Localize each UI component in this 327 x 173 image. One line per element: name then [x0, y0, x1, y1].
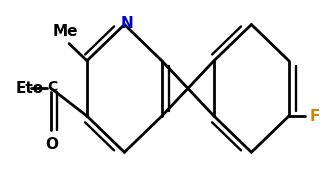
Text: F: F — [309, 108, 320, 124]
Text: C: C — [47, 80, 57, 94]
Text: Eto: Eto — [15, 81, 43, 96]
Text: N: N — [121, 16, 133, 31]
Text: Me: Me — [53, 24, 78, 39]
Text: O: O — [46, 137, 59, 152]
